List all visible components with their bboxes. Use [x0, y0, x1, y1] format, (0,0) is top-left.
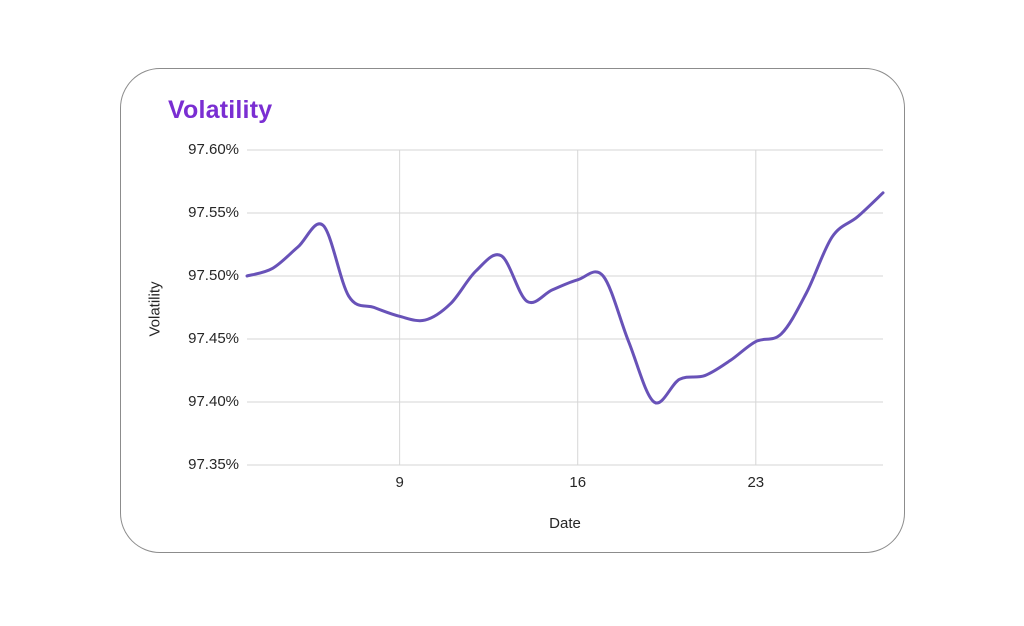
y-tick-label: 97.60%	[188, 141, 239, 158]
x-axis-label: Date	[549, 515, 581, 532]
x-tick-label: 16	[569, 474, 587, 491]
x-tick-label: 9	[395, 474, 404, 491]
y-tick-label: 97.35%	[188, 456, 239, 473]
y-tick-label: 97.55%	[188, 204, 239, 221]
chart-card: Volatility Volatility 97.60% 97.55% 97.50%…	[120, 68, 905, 553]
x-tick-label: 23	[747, 474, 765, 491]
y-tick-label: 97.40%	[188, 393, 239, 410]
plot-area	[245, 149, 885, 466]
chart-canvas	[245, 149, 885, 466]
y-tick-label: 97.45%	[188, 330, 239, 347]
chart-title: Volatility	[168, 96, 273, 124]
volatility-line-series	[245, 191, 885, 405]
y-tick-label: 97.50%	[188, 267, 239, 284]
